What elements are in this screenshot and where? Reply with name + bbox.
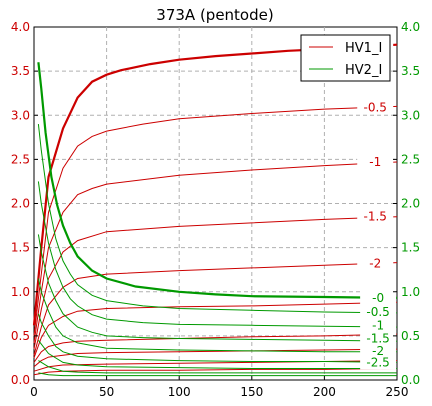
hv1-curve [33,301,398,359]
x-tick-label: 250 [386,385,409,399]
x-tick-label: 150 [240,385,263,399]
curve-label: -1.5 [366,332,389,346]
y-tick-label-left: 1.0 [11,285,30,299]
legend-label: HV2_I [345,63,382,78]
chart-title: 373A (pentode) [156,6,273,24]
hv2-curve [37,124,398,314]
curve-label-bg [357,155,394,170]
hv1-curve [32,43,398,326]
x-tick-label: 100 [168,385,191,399]
y-tick-label-left: 0.5 [11,329,30,343]
hv2-curve [38,360,397,374]
legend-label: HV1_I [345,41,382,56]
legend-box [300,34,391,82]
curve-label-bg [360,318,397,333]
y-tick-label-right: 0.5 [401,329,420,343]
curve-label-bg [360,331,397,346]
curve-label: -2 [369,257,381,271]
curve-label: -0.5 [366,305,389,319]
curve-label: -1 [369,155,381,169]
curve-labels: -0-0.5-1-1.5-2-0-0.5-1-1.5-2-2.5 [357,38,397,370]
curve-label-bg [357,256,394,271]
curve-label: -0.5 [364,100,387,114]
x-tick-label: 0 [30,385,38,399]
hv1-curve [33,333,398,363]
hv1-curve [33,368,398,376]
curve-label-bg [360,305,397,320]
hv2-curves [37,62,398,377]
curve-label-bg [360,355,397,370]
hv2-curve [37,313,398,363]
curve-label-bg [357,209,394,224]
y-tick-label-right: 0.0 [401,373,420,387]
hv1-curve [33,161,398,343]
curve-label-bg [360,290,397,305]
legend: HV1_I HV2_I [300,34,391,82]
hv2-curve [37,278,397,353]
hv2-curve [38,372,397,377]
hv1-curve [33,262,398,356]
curve-label: -2.5 [366,355,389,369]
hv2-curve [37,62,398,299]
x-tick-label: 200 [313,385,336,399]
x-tick-label: 50 [99,385,114,399]
y-tick-label-right: 1.0 [401,285,420,299]
curve-label: -2 [372,344,384,358]
hv1-curve [33,105,398,336]
hv2-curve [38,339,397,369]
hv2-curve [37,234,398,342]
y-tick-label-right: 1.5 [401,241,420,255]
y-tick-label-right: 4.0 [401,20,420,34]
y-tick-label-left: 3.0 [11,108,30,122]
y-tick-label-right: 2.0 [401,197,420,211]
curve-label-bg [360,343,397,358]
y-tick-label-left: 2.5 [11,152,30,166]
y-tick-label-left: 3.5 [11,64,30,78]
y-tick-label-right: 3.0 [401,108,420,122]
curve-label: -1.5 [364,210,387,224]
y-tick-label-left: 4.0 [11,20,30,34]
curve-label: -1 [372,318,384,332]
hv2-curve [37,181,398,328]
y-tick-label-left: 0.0 [11,373,30,387]
y-tick-label-right: 3.5 [401,64,420,78]
y-tick-label-left: 2.0 [11,197,30,211]
curve-label-bg [357,100,394,115]
y-tick-label-left: 1.5 [11,241,30,255]
y-tick-label-right: 2.5 [401,152,420,166]
hv1-curve [33,216,398,350]
curve-label: -0 [372,291,384,305]
hv1-curve [33,348,398,368]
